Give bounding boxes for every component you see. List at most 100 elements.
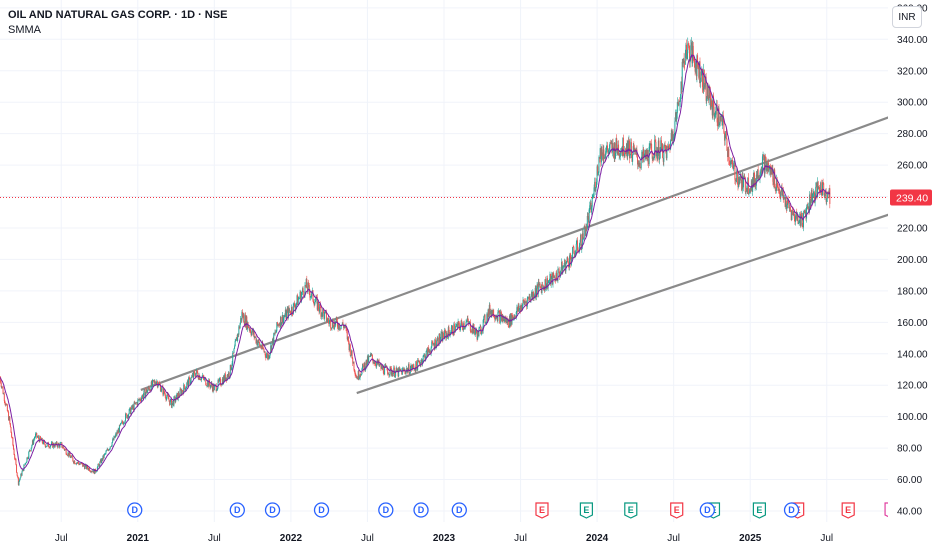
candle-body: [565, 263, 567, 272]
currency-button[interactable]: INR: [892, 6, 922, 28]
candle-body: [61, 447, 63, 448]
candle-body: [308, 282, 310, 286]
candle-body: [31, 445, 33, 448]
candle-body: [203, 377, 205, 380]
candle-body: [197, 377, 199, 380]
candle-body: [787, 199, 789, 205]
candle-body: [403, 368, 405, 371]
candle-body: [440, 333, 442, 339]
candle-body: [330, 319, 332, 329]
candle-body: [675, 112, 677, 121]
candle-body: [50, 442, 52, 446]
event-markers[interactable]: DDDDDDDEEEEEDEEDEE: [127, 502, 898, 519]
candle-body: [1, 386, 3, 388]
candle-body: [72, 461, 74, 464]
candle-body: [736, 170, 738, 181]
last-price-badge: [890, 189, 932, 206]
grid: [0, 0, 888, 522]
candle-body: [93, 469, 95, 473]
candle-body: [69, 452, 71, 456]
candle-body: [133, 405, 135, 411]
candle-body: [651, 151, 653, 159]
candle-body: [588, 216, 590, 223]
candle-body: [67, 452, 69, 456]
candle-body: [809, 194, 811, 207]
candle-body: [624, 151, 626, 154]
candle-body: [411, 367, 413, 370]
candle-body: [546, 278, 548, 287]
candle-body: [650, 143, 652, 146]
candle-body: [275, 331, 277, 333]
candle-body: [559, 273, 561, 277]
candle-body: [206, 385, 208, 387]
candle-body: [177, 393, 179, 400]
candle-body: [91, 471, 93, 472]
candle-body: [216, 390, 218, 392]
price-tick-label: 140.00: [897, 349, 928, 360]
candle-body: [693, 58, 695, 68]
candle-body: [217, 379, 219, 388]
candle-body: [363, 365, 365, 371]
candle-body: [175, 399, 177, 402]
candle-body: [784, 197, 786, 207]
candle-body: [24, 463, 26, 466]
candle-body: [300, 294, 302, 302]
time-axis[interactable]: Jul 2021 Jul 2022 Jul 2023 Jul 2024 Jul 2025 Jul: [55, 533, 833, 544]
price-axis[interactable]: 40.00 60.00 80.00 100.00 120.00 140.00 160.00 1…: [888, 0, 932, 550]
candle-body: [30, 447, 32, 451]
candle-body: [485, 323, 487, 324]
candle-body: [453, 324, 455, 336]
candle-body: [586, 216, 588, 230]
candle-body: [557, 269, 559, 281]
candle-body: [162, 386, 164, 395]
candle-body: [22, 468, 24, 472]
candle-body: [238, 326, 240, 329]
candle-body: [106, 450, 108, 452]
candle-body: [42, 442, 44, 445]
candle-body: [488, 309, 490, 315]
candle-body: [728, 149, 730, 161]
candle-body: [102, 455, 104, 461]
candle-body: [298, 298, 300, 299]
candle-body: [770, 166, 772, 175]
candle-body: [374, 362, 376, 365]
trend-channel[interactable]: [140, 113, 897, 395]
candle-body: [505, 317, 507, 324]
candle-body: [111, 442, 113, 447]
candle-body: [797, 214, 799, 224]
candle-body: [753, 172, 755, 187]
candle-body: [456, 323, 458, 326]
candle-body: [266, 353, 268, 356]
candle-body: [328, 321, 330, 324]
indicator-label[interactable]: SMMA: [8, 24, 41, 36]
candle-body: [131, 405, 133, 409]
candle-body: [305, 285, 307, 287]
candle-body: [102, 455, 104, 459]
candle-body: [637, 163, 639, 165]
candle-body: [56, 441, 58, 447]
candle-body: [528, 296, 530, 299]
candle-body: [268, 354, 270, 359]
candle-body: [722, 114, 724, 126]
candle-body: [356, 377, 358, 379]
candle-body: [16, 464, 18, 473]
price-tick-label: 300.00: [897, 98, 928, 109]
candle-body: [73, 460, 75, 464]
candle-body: [94, 469, 96, 474]
symbol-title[interactable]: OIL AND NATURAL GAS CORP. · 1D · NSE: [8, 9, 228, 21]
candle-body: [388, 373, 390, 376]
candle-body: [745, 191, 747, 193]
candle-body: [314, 301, 316, 303]
candle-body: [343, 325, 345, 328]
candle-body: [324, 311, 326, 312]
candle-body: [524, 301, 526, 303]
candle-body: [625, 153, 627, 154]
trend-line-lower: [356, 211, 897, 395]
dividend-marker: [378, 502, 394, 518]
candle-body: [708, 86, 710, 101]
candle-body: [268, 355, 270, 359]
candle-body: [4, 401, 6, 404]
candle-body: [371, 354, 373, 356]
candle-body: [90, 471, 92, 473]
